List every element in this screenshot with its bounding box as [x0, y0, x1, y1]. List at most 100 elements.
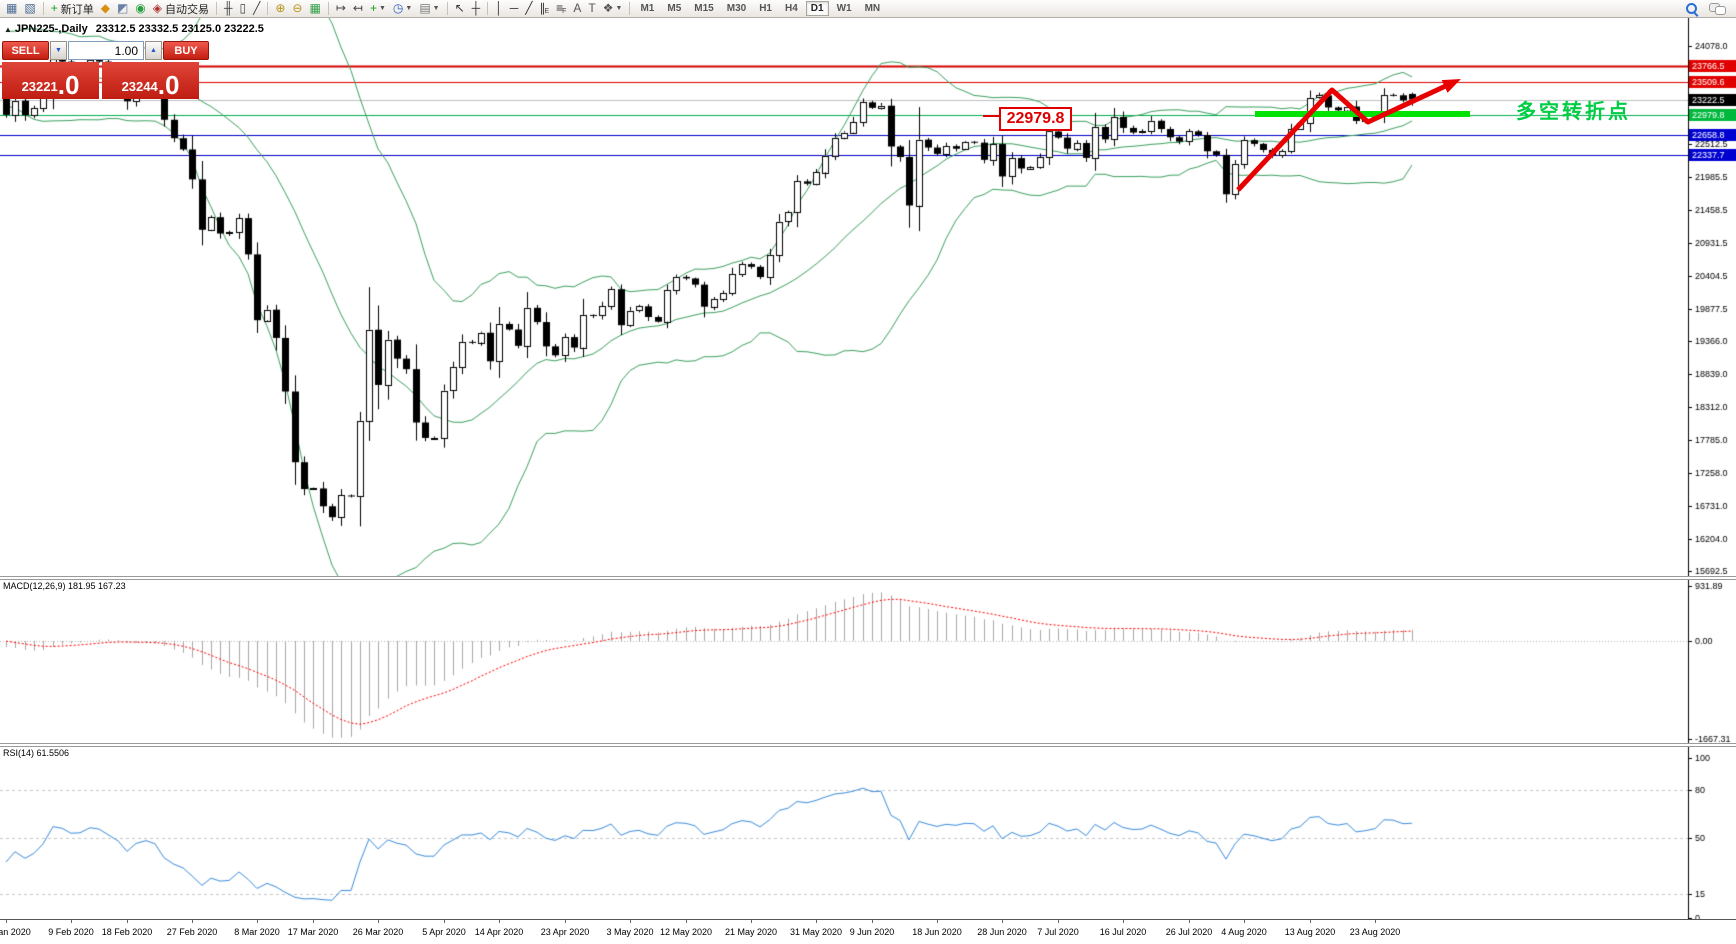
panel-separator-macd[interactable]: [0, 576, 1736, 580]
sell-price-display[interactable]: 23221.0: [2, 62, 99, 99]
new-order-button[interactable]: + 新订单: [48, 1, 97, 17]
time-axis-label: 3 May 2020: [606, 927, 654, 937]
new-order-button-label: 新订单: [60, 3, 94, 16]
chart-shift-icon: ↤: [352, 1, 363, 15]
profiles-icon[interactable]: ▧: [21, 1, 38, 17]
fibo-icon: ≡: [556, 1, 564, 15]
zoom-in-icon[interactable]: ⊕: [272, 1, 288, 17]
panel-toggle-icon[interactable]: ▲: [4, 25, 12, 34]
time-axis-tick: [257, 920, 258, 923]
hline-icon[interactable]: ─: [507, 1, 522, 17]
add-indicator-icon: +: [369, 1, 377, 15]
time-axis-tick: [192, 920, 193, 923]
arrows-icon[interactable]: ❖ ▼: [602, 1, 623, 15]
time-axis-tick: [565, 920, 566, 923]
timeframe-d1[interactable]: D1: [805, 1, 829, 16]
auto-scroll-icon[interactable]: ↦: [333, 1, 349, 17]
trendline-icon: ╱: [525, 1, 533, 15]
trendline-icon[interactable]: ╱: [522, 1, 535, 17]
time-axis-label: 30 Jan 2020: [0, 927, 31, 937]
templates-icon[interactable]: ▤ ▼: [419, 1, 440, 15]
cursor-icon[interactable]: ↖: [452, 1, 468, 17]
periods-icon: ◷: [392, 1, 404, 15]
cursor-icon: ↖: [454, 1, 465, 15]
templates-icon: ▤: [419, 1, 431, 15]
time-axis-label: 18 Feb 2020: [101, 927, 153, 937]
buy-price-display[interactable]: 23244.0: [102, 62, 199, 99]
line-chart-icon: ╱: [253, 1, 261, 15]
crosshair-icon[interactable]: ┼: [469, 1, 484, 17]
zoom-out-icon[interactable]: ⊖: [289, 1, 305, 17]
annotation-line-handle: [983, 115, 999, 117]
time-axis-label: 14 Apr 2020: [474, 927, 524, 937]
volume-up-button[interactable]: ▲: [145, 41, 162, 60]
sell-button[interactable]: SELL: [2, 41, 49, 60]
support-band[interactable]: [1255, 111, 1470, 117]
time-axis-label: 18 Jun 2020: [912, 927, 962, 937]
turning-point-label[interactable]: 多空转折点: [1516, 101, 1631, 123]
time-axis-label: 26 Jul 2020: [1165, 927, 1213, 937]
add-indicator-icon[interactable]: + ▼: [369, 1, 386, 15]
zoom-out-icon: ⊖: [292, 1, 303, 15]
new-chart-icon[interactable]: ▦: [3, 1, 20, 17]
new-chart-icon: ▦: [6, 1, 18, 15]
time-axis-label: 21 May 2020: [724, 927, 778, 937]
time-axis-label: 5 Apr 2020: [422, 927, 466, 937]
channel-icon[interactable]: ∥ E: [539, 1, 550, 15]
timeframe-h1[interactable]: H1: [759, 3, 772, 14]
autotrading-button[interactable]: ◈ 自动交易: [150, 1, 212, 17]
timeframe-m15[interactable]: M15: [694, 3, 714, 14]
line-chart-icon[interactable]: ╱: [250, 1, 263, 17]
fibo-icon[interactable]: ≡ F: [556, 1, 567, 15]
time-axis-tick: [630, 920, 631, 923]
volume-input[interactable]: 1.00: [68, 41, 144, 60]
time-axis-tick: [872, 920, 873, 923]
timeframe-m30[interactable]: M30: [726, 3, 747, 14]
bars-chart-icon[interactable]: ╫: [221, 1, 236, 17]
chart-window[interactable]: ▲ JPN225-,Daily 23312.5 23332.5 23125.0 23…: [0, 18, 1736, 944]
signals-icon[interactable]: ◉: [132, 1, 148, 17]
timeframe-m1[interactable]: M1: [640, 3, 655, 14]
time-axis-label: 9 Feb 2020: [48, 927, 94, 937]
time-axis-label: 9 Jun 2020: [849, 927, 895, 937]
text-icon[interactable]: A: [570, 1, 584, 17]
metaeditor-icon[interactable]: ◆: [98, 1, 113, 17]
timeframe-m5[interactable]: M5: [667, 3, 682, 14]
arrows-icon: ❖: [602, 1, 614, 15]
toolbar-separator: [327, 2, 329, 15]
time-axis-tick: [6, 920, 7, 923]
chat-icon[interactable]: [1709, 2, 1726, 15]
time-axis-label: 23 Aug 2020: [1349, 927, 1401, 937]
autotrading-button: ◈: [152, 1, 162, 15]
chart-shift-icon[interactable]: ↤: [350, 1, 366, 17]
price-annotation-box[interactable]: 22979.8: [999, 107, 1072, 131]
time-axis-tick: [1189, 920, 1190, 923]
timeframe-w1[interactable]: W1: [836, 3, 852, 14]
timeframe-mn[interactable]: MN: [864, 3, 881, 14]
candles-chart-icon[interactable]: ▯: [237, 1, 250, 17]
buy-price-main: 23244: [121, 79, 158, 94]
tile-windows-icon[interactable]: ▦: [306, 1, 323, 17]
volume-down-button[interactable]: ▼: [50, 41, 67, 60]
time-axis-tick: [1375, 920, 1376, 923]
rsi-panel-canvas[interactable]: [0, 746, 1736, 919]
search-icon[interactable]: [1685, 2, 1699, 16]
panel-separator-rsi[interactable]: [0, 743, 1736, 747]
time-axis-label: 7 Jul 2020: [1037, 927, 1079, 937]
time-axis[interactable]: 30 Jan 2020 9 Feb 2020 18 Feb 2020 27 Feb 2…: [0, 920, 1736, 944]
macd-panel-canvas[interactable]: [0, 579, 1736, 744]
time-axis-label: 17 Mar 2020: [287, 927, 339, 937]
label-icon[interactable]: T: [585, 1, 598, 17]
timeframe-h4[interactable]: H4: [784, 3, 798, 14]
experts-icon[interactable]: ◩: [114, 1, 131, 17]
toolbar-separator: [42, 2, 44, 15]
main-chart-canvas[interactable]: [0, 18, 1736, 578]
rsi-indicator-label: RSI(14) 61.5506: [3, 748, 70, 758]
new-order-button: +: [50, 1, 58, 15]
time-axis-tick: [1002, 920, 1003, 923]
time-axis-label: 28 Jun 2020: [977, 927, 1027, 937]
buy-button[interactable]: BUY: [163, 41, 209, 60]
periods-icon[interactable]: ◷ ▼: [392, 1, 413, 15]
time-axis-label: 31 May 2020: [789, 927, 843, 937]
vline-icon[interactable]: │: [492, 1, 506, 17]
